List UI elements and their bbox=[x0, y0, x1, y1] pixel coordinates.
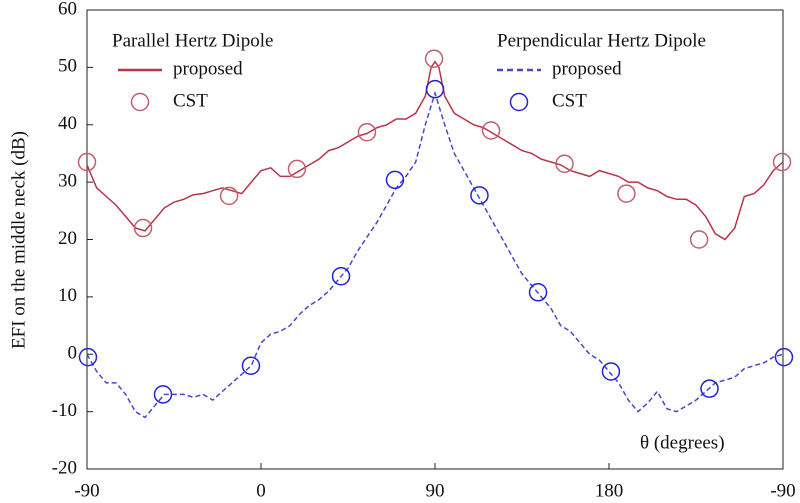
cst-marker bbox=[689, 230, 709, 249]
cst-marker bbox=[601, 362, 621, 381]
y-axis-label: EFI on the middle neck (dB) bbox=[8, 131, 29, 349]
cst-marker bbox=[555, 154, 574, 174]
y-tick-label: 30 bbox=[58, 170, 77, 191]
legend-label: proposed bbox=[173, 58, 243, 79]
x-tick-label: -90 bbox=[74, 480, 99, 501]
y-tick-label: 40 bbox=[58, 113, 77, 134]
y-tick-label: 50 bbox=[58, 56, 77, 77]
y-tick-label: 20 bbox=[58, 228, 77, 249]
legend-marker bbox=[130, 92, 150, 112]
cst-marker bbox=[700, 379, 719, 398]
y-tick-label: -20 bbox=[52, 457, 77, 478]
x-tick-label: 180 bbox=[595, 480, 624, 501]
cst-marker bbox=[528, 283, 548, 302]
cst-marker bbox=[331, 266, 351, 286]
y-tick-label: 60 bbox=[58, 0, 77, 19]
legend-title: Parallel Hertz Dipole bbox=[112, 30, 273, 51]
proposed-line bbox=[86, 60, 784, 241]
cst-marker bbox=[774, 347, 794, 367]
x-tick-label: 90 bbox=[426, 480, 445, 501]
cst-marker bbox=[385, 170, 405, 190]
cst-marker bbox=[357, 122, 377, 142]
x-tick-label: 0 bbox=[256, 480, 266, 501]
legend-label: CST bbox=[552, 90, 587, 111]
legend-title: Perpendicular Hertz Dipole bbox=[497, 30, 706, 51]
cst-marker bbox=[481, 121, 501, 140]
cst-marker bbox=[424, 49, 444, 69]
y-tick-label: -10 bbox=[52, 400, 77, 421]
cst-marker bbox=[772, 152, 792, 172]
cst-marker bbox=[133, 218, 153, 238]
legend-label: proposed bbox=[552, 58, 622, 79]
cst-marker bbox=[241, 356, 261, 375]
cst-marker bbox=[78, 347, 98, 367]
legend-marker bbox=[509, 92, 529, 112]
y-tick-label: 0 bbox=[68, 343, 78, 364]
cst-marker bbox=[425, 79, 445, 99]
y-tick-label: 10 bbox=[58, 285, 77, 306]
cst-marker bbox=[219, 186, 239, 206]
cst-marker bbox=[470, 186, 489, 205]
legend-label: CST bbox=[173, 90, 208, 111]
proposed-line bbox=[86, 90, 784, 419]
cst-marker bbox=[77, 152, 97, 172]
x-axis-label: θ (degrees) bbox=[640, 432, 725, 453]
cst-marker bbox=[153, 385, 173, 404]
cst-marker bbox=[617, 184, 636, 203]
cst-marker bbox=[287, 159, 307, 179]
x-tick-label: -90 bbox=[770, 480, 795, 501]
